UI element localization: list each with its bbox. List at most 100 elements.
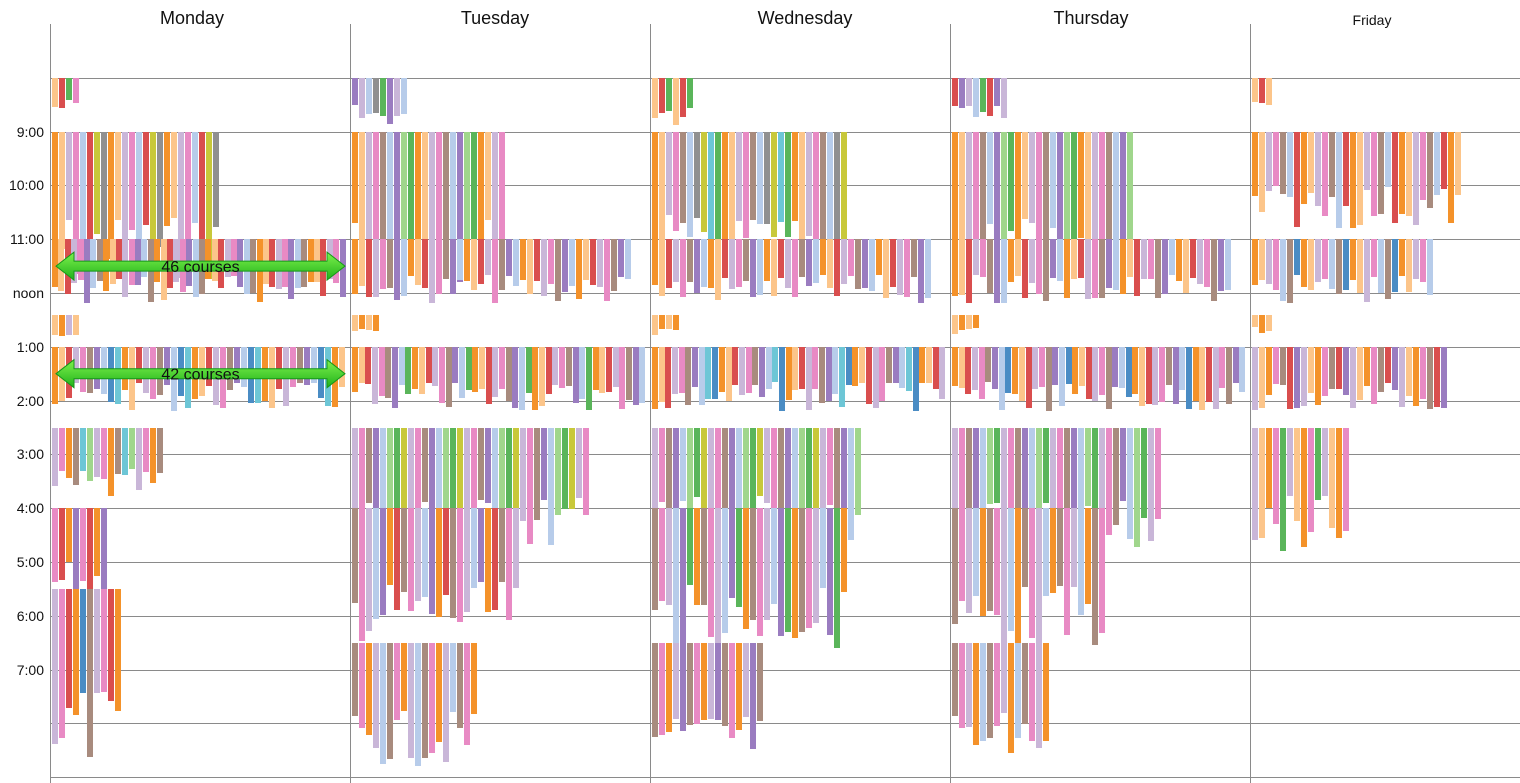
course-bar <box>432 346 439 386</box>
course-bar <box>715 642 721 721</box>
course-bar <box>966 642 972 727</box>
course-bar <box>1413 346 1419 407</box>
course-bar <box>394 508 400 611</box>
course-bar <box>1001 77 1007 118</box>
course-bar <box>101 346 107 394</box>
course-bar <box>1308 346 1314 394</box>
course-bar <box>452 346 459 384</box>
course-bar <box>599 346 606 393</box>
course-bar <box>471 427 477 517</box>
course-bar <box>1441 346 1447 409</box>
day-divider <box>1250 24 1251 783</box>
course-bar <box>952 77 958 106</box>
course-bar <box>966 77 972 107</box>
course-bar <box>765 346 772 390</box>
course-bar <box>757 427 763 497</box>
course-bar <box>1155 239 1161 299</box>
course-bar <box>290 346 296 388</box>
course-bar <box>1287 131 1293 197</box>
course-bar <box>77 239 84 280</box>
course-bar <box>680 131 686 223</box>
course-bar <box>1064 131 1070 263</box>
course-bar <box>387 239 393 288</box>
course-bar <box>429 239 435 304</box>
course-bar <box>1315 239 1321 282</box>
course-bar <box>1105 346 1112 410</box>
course-bar <box>673 77 679 126</box>
course-bar <box>1165 346 1172 386</box>
course-bar <box>1029 642 1035 741</box>
course-bar <box>1092 346 1099 401</box>
course-bar <box>1259 77 1265 103</box>
course-bar <box>1364 346 1370 387</box>
course-bar <box>94 346 100 389</box>
course-bar <box>1145 346 1152 405</box>
course-bar <box>429 131 435 263</box>
course-bar <box>1420 131 1426 201</box>
course-bar <box>792 239 798 297</box>
course-bar <box>52 588 58 744</box>
course-bar <box>380 427 386 550</box>
course-bar <box>213 346 219 406</box>
course-bar <box>499 239 505 290</box>
course-bar <box>1357 346 1363 400</box>
day-header-friday: Friday <box>1352 12 1392 28</box>
course-bar <box>552 346 559 385</box>
course-bar <box>1406 239 1412 293</box>
course-bar <box>450 239 456 295</box>
course-bar <box>722 131 728 251</box>
course-bar <box>1350 239 1356 281</box>
course-bar <box>738 346 745 396</box>
course-bar <box>1015 427 1021 535</box>
course-bar <box>1078 508 1084 615</box>
course-bar <box>841 239 847 284</box>
course-bar <box>1078 346 1085 386</box>
course-bar <box>506 508 512 620</box>
course-bar <box>255 346 261 403</box>
course-bar <box>94 508 100 577</box>
course-bar <box>1378 239 1384 293</box>
course-bar <box>1038 346 1045 387</box>
course-bar <box>199 239 205 294</box>
course-bar <box>282 239 289 288</box>
course-bar <box>883 239 889 298</box>
course-bar <box>366 642 372 735</box>
course-bar <box>1371 239 1377 278</box>
course-bar <box>715 131 721 251</box>
course-bar <box>548 427 554 546</box>
course-bar <box>366 131 372 260</box>
course-bar <box>708 239 714 289</box>
course-bar <box>157 131 163 248</box>
time-tick-label: noon <box>12 285 44 301</box>
course-bar <box>1008 642 1014 754</box>
course-bar <box>729 508 735 599</box>
course-bar <box>471 642 477 715</box>
course-bar <box>415 427 421 528</box>
course-bar <box>179 239 186 293</box>
course-bar <box>380 131 386 276</box>
course-bar <box>1420 239 1426 283</box>
course-bar <box>1005 346 1012 393</box>
time-tick-label: 2:00 <box>16 392 44 409</box>
course-bar <box>1092 427 1098 543</box>
course-bar <box>687 508 693 586</box>
course-bar <box>1294 427 1300 522</box>
course-bar <box>262 346 268 402</box>
course-bar <box>157 427 163 473</box>
time-tick-label: 6:00 <box>16 607 44 624</box>
course-bar <box>527 239 533 294</box>
course-bar <box>1218 239 1224 291</box>
course-bar <box>103 239 110 291</box>
course-bar <box>109 239 116 285</box>
course-bar <box>1043 508 1049 597</box>
course-bar <box>1315 427 1321 500</box>
course-bar <box>52 239 58 287</box>
course-bar <box>171 131 177 218</box>
course-bar <box>1392 346 1398 390</box>
course-bar <box>1308 427 1314 533</box>
course-bar <box>408 508 414 612</box>
course-bar <box>718 346 725 393</box>
course-bar <box>206 346 212 386</box>
course-bar <box>778 131 784 223</box>
course-bar <box>673 239 679 282</box>
